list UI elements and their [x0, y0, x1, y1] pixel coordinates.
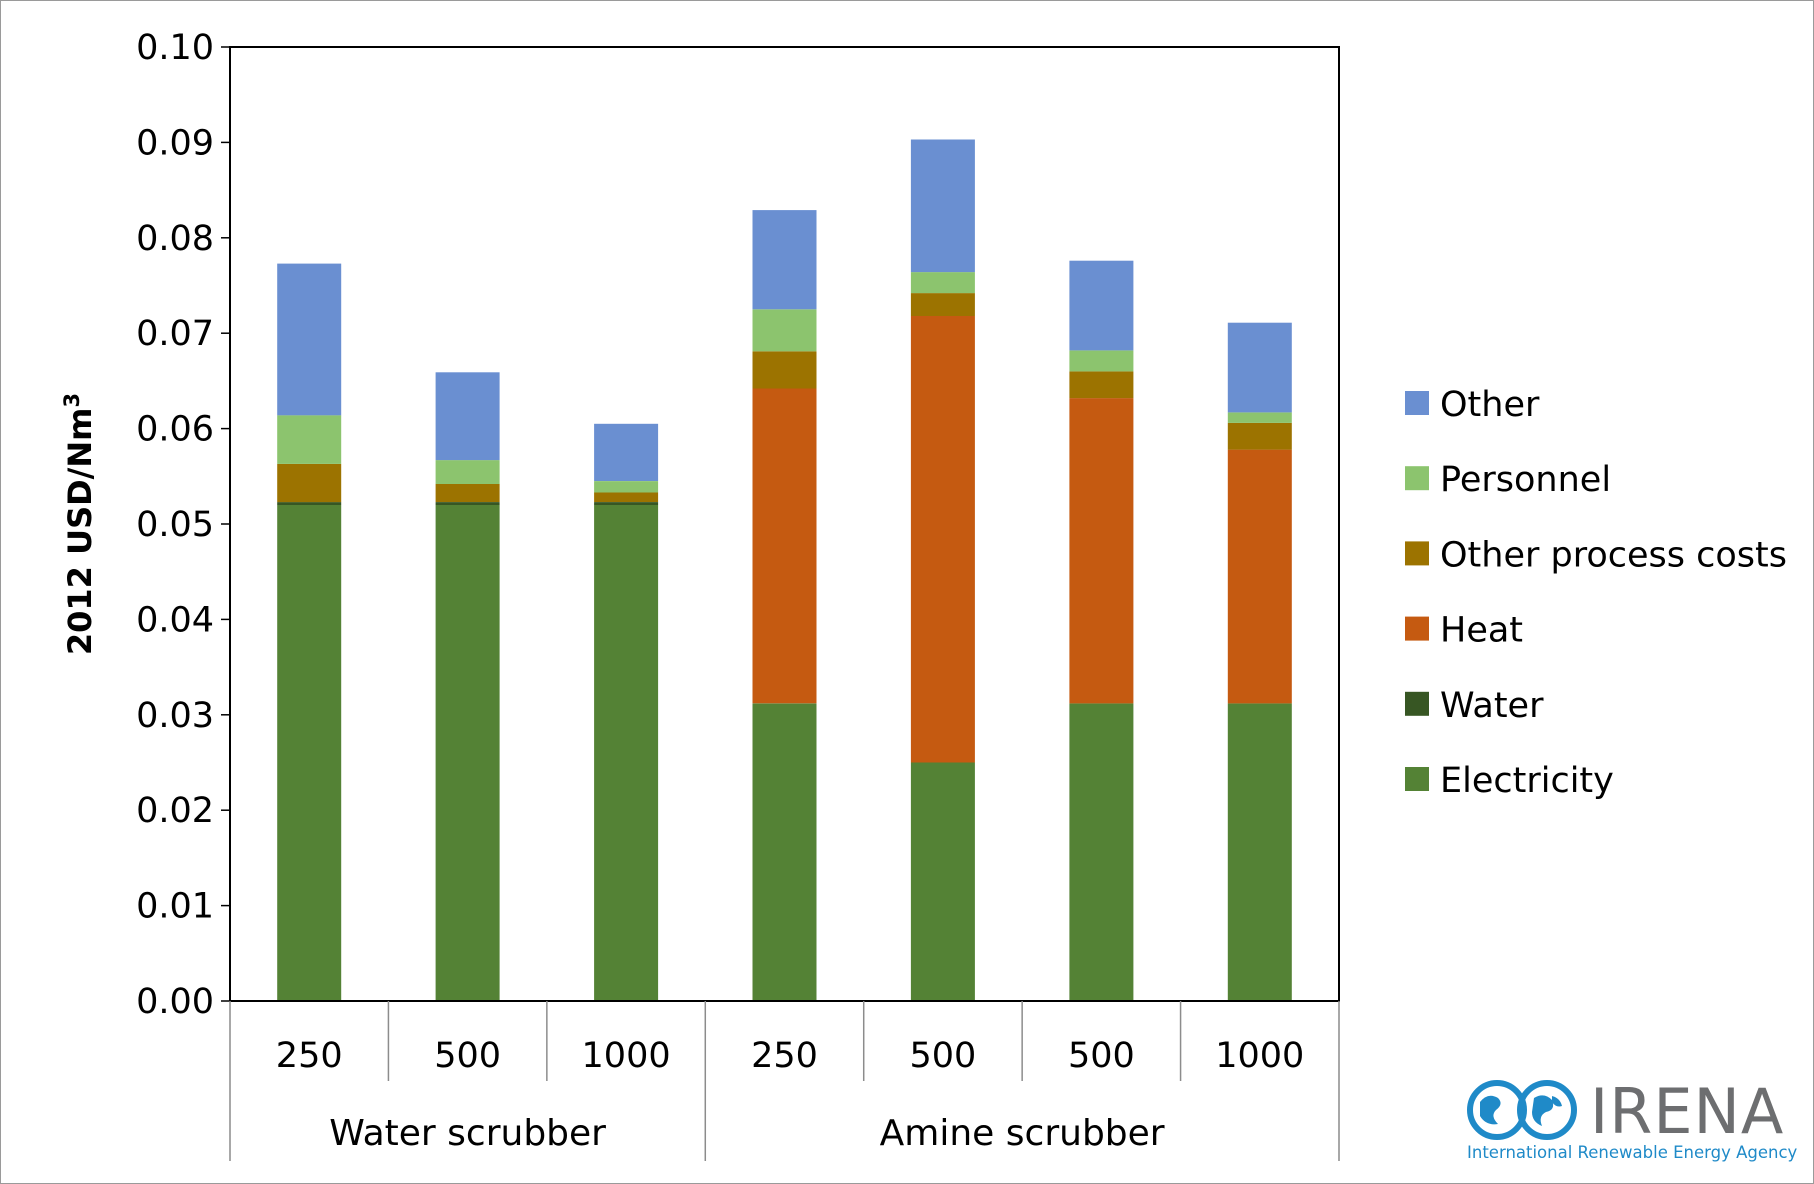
x-category-label: 500: [434, 1036, 501, 1076]
axes: 0.00 0.01 0.02 0.03 0.04 0.05 0.06 0.07 0.08 0.09…: [60, 28, 1340, 1161]
bar-segment-other-1: [435, 372, 500, 461]
bar-segment-other-process-costs-6: [1227, 422, 1292, 450]
x-category-label: 250: [751, 1036, 818, 1076]
legend-label: Other: [1440, 385, 1540, 425]
bar-segment-electricity-4: [910, 762, 975, 1001]
bar-segment-personnel-6: [1227, 412, 1292, 423]
bar-segment-other-5: [1069, 260, 1134, 351]
x-group-label: Amine scrubber: [880, 1113, 1165, 1154]
bar-segment-other-2: [594, 423, 659, 481]
bar-segment-other-0: [277, 263, 342, 416]
bar-segment-other-6: [1227, 322, 1292, 413]
globe-infinity-icon: [1467, 1080, 1577, 1140]
legend-swatch-other: [1405, 391, 1429, 415]
bar-segment-water-2: [594, 502, 659, 505]
y-tick-label: 0.04: [136, 600, 214, 640]
y-axis-title: 2012 USD/Nm3: [60, 393, 99, 655]
logo-wordmark: IRENA: [1590, 1075, 1784, 1148]
plot-area: [277, 139, 1292, 1001]
bar-segment-water-0: [277, 502, 342, 505]
bar-segment-personnel-5: [1069, 350, 1134, 372]
y-tick-label: 0.01: [136, 887, 214, 927]
bar-segment-heat-5: [1069, 398, 1134, 704]
bar-segment-personnel-0: [277, 415, 342, 464]
bar-segment-other-process-costs-0: [277, 463, 342, 503]
bar-segment-other-process-costs-4: [910, 293, 975, 316]
bar-segment-personnel-4: [910, 272, 975, 294]
bar-segment-electricity-3: [752, 703, 817, 1001]
bar-segment-electricity-5: [1069, 703, 1134, 1001]
x-group-label: Water scrubber: [329, 1113, 606, 1154]
bar-segment-heat-6: [1227, 449, 1292, 704]
x-category-label: 500: [910, 1036, 977, 1076]
bar-segment-water-1: [435, 502, 500, 505]
y-tick-label: 0.03: [136, 696, 214, 736]
legend-label: Personnel: [1440, 460, 1611, 500]
y-tick-label: 0.05: [136, 505, 214, 545]
bar-segment-heat-3: [752, 388, 817, 704]
x-category-label: 1000: [1215, 1036, 1304, 1076]
y-tick-label: 0.06: [136, 410, 214, 450]
bar-segment-electricity-6: [1227, 703, 1292, 1001]
bar-segment-personnel-3: [752, 309, 817, 352]
legend: Other Personnel Other process costs Heat Wat…: [1405, 385, 1787, 801]
legend-label: Electricity: [1440, 761, 1614, 801]
bar-segment-personnel-1: [435, 460, 500, 484]
bar-segment-electricity-0: [277, 504, 342, 1001]
legend-swatch-heat: [1405, 616, 1429, 641]
y-tick-label: 0.00: [136, 982, 214, 1022]
legend-swatch-water: [1405, 691, 1429, 716]
x-category-label: 1000: [582, 1036, 671, 1076]
y-tick-label: 0.09: [136, 123, 214, 163]
legend-label: Water: [1440, 686, 1544, 726]
legend-label: Heat: [1440, 611, 1523, 651]
bar-segment-electricity-1: [435, 504, 500, 1001]
y-tick-label: 0.10: [136, 28, 214, 68]
irena-logo: IRENA International Renewable Energy Age…: [1467, 1075, 1798, 1162]
logo-subtitle: International Renewable Energy Agency: [1467, 1143, 1798, 1162]
x-category-label: 250: [276, 1036, 343, 1076]
bar-segment-other-4: [910, 139, 975, 273]
bar-segment-other-3: [752, 210, 817, 310]
y-tick-label: 0.07: [136, 314, 214, 354]
legend-label: Other process costs: [1440, 535, 1787, 575]
x-category-label: 500: [1068, 1036, 1135, 1076]
bar-segment-personnel-2: [594, 481, 659, 493]
bar-segment-electricity-2: [594, 504, 659, 1001]
bar-segment-other-process-costs-2: [594, 492, 659, 502]
legend-swatch-electricity: [1405, 767, 1429, 791]
bar-segment-heat-4: [910, 316, 975, 763]
bar-segment-other-process-costs-3: [752, 351, 817, 389]
y-tick-label: 0.02: [136, 791, 214, 831]
legend-swatch-other-process-costs: [1405, 541, 1429, 566]
legend-swatch-personnel: [1405, 466, 1429, 491]
bar-segment-other-process-costs-5: [1069, 371, 1134, 399]
bar-segment-other-process-costs-1: [435, 483, 500, 502]
y-tick-label: 0.08: [136, 219, 214, 259]
